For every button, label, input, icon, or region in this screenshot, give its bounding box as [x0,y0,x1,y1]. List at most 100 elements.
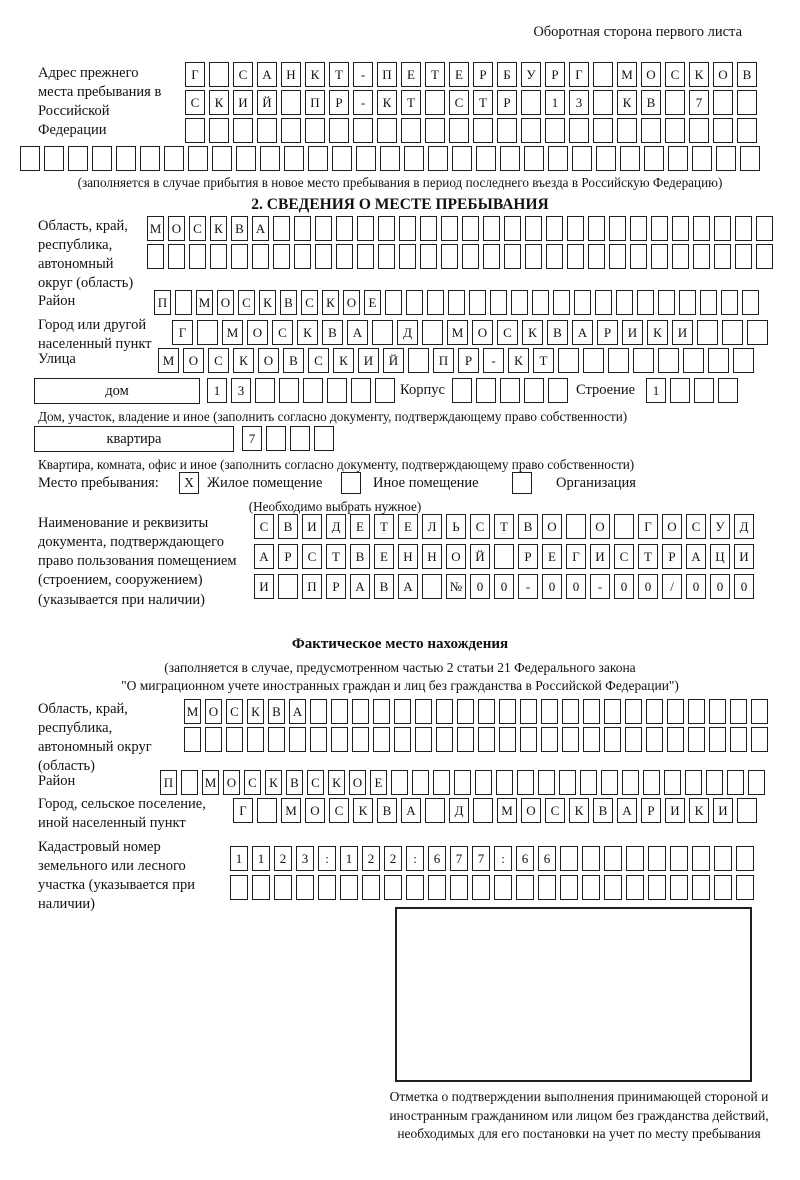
char-cell[interactable] [472,875,490,900]
char-cell[interactable] [595,290,612,315]
char-cell[interactable]: Е [374,544,394,569]
char-cell[interactable]: О [168,216,185,241]
char-cell[interactable] [278,574,298,599]
char-cell[interactable] [315,216,332,241]
char-cell[interactable]: К [569,798,589,823]
char-cell[interactable] [436,727,453,752]
char-cell[interactable]: Е [401,62,421,87]
char-cell[interactable]: - [353,62,373,87]
char-cell[interactable]: И [665,798,685,823]
char-cell[interactable]: П [433,348,454,373]
char-cell[interactable] [646,699,663,724]
char-cell[interactable]: Ц [710,544,730,569]
char-cell[interactable] [356,146,376,171]
char-cell[interactable]: В [547,320,568,345]
char-cell[interactable]: М [158,348,179,373]
char-cell[interactable]: В [374,574,394,599]
char-cell[interactable] [672,216,689,241]
char-cell[interactable] [737,118,757,143]
char-cell[interactable] [658,348,679,373]
char-cell[interactable] [730,699,747,724]
char-cell[interactable]: 0 [638,574,658,599]
char-cell[interactable]: К [265,770,282,795]
char-cell[interactable] [516,875,534,900]
char-cell[interactable] [572,146,592,171]
char-cell[interactable] [524,378,544,403]
char-cell[interactable] [672,244,689,269]
char-cell[interactable]: А [347,320,368,345]
char-cell[interactable]: М [184,699,201,724]
char-cell[interactable]: 3 [569,90,589,115]
char-cell[interactable] [545,118,565,143]
char-cell[interactable] [582,875,600,900]
char-cell[interactable] [709,699,726,724]
char-cell[interactable] [641,118,661,143]
char-cell[interactable]: С [272,320,293,345]
char-cell[interactable] [332,146,352,171]
char-cell[interactable]: С [238,290,255,315]
char-cell[interactable] [315,244,332,269]
checkbox-residential[interactable]: X [179,472,199,494]
char-cell[interactable]: К [210,216,227,241]
apartment-type-box[interactable]: квартира [34,426,234,452]
char-cell[interactable]: Т [401,90,421,115]
char-cell[interactable] [693,244,710,269]
char-cell[interactable] [425,118,445,143]
char-cell[interactable]: Р [278,544,298,569]
char-cell[interactable]: С [686,514,706,539]
char-cell[interactable] [209,118,229,143]
char-cell[interactable] [679,290,696,315]
char-cell[interactable]: С [665,62,685,87]
char-cell[interactable]: Р [545,62,565,87]
char-cell[interactable]: Р [597,320,618,345]
char-cell[interactable]: Д [734,514,754,539]
char-cell[interactable]: М [497,798,517,823]
char-cell[interactable] [433,770,450,795]
char-cell[interactable]: О [590,514,610,539]
char-cell[interactable]: В [231,216,248,241]
char-cell[interactable] [688,727,705,752]
char-cell[interactable] [273,244,290,269]
char-cell[interactable]: 0 [566,574,586,599]
char-cell[interactable] [524,146,544,171]
char-cell[interactable]: О [343,290,360,315]
char-cell[interactable]: П [302,574,322,599]
char-cell[interactable]: А [401,798,421,823]
char-cell[interactable]: В [737,62,757,87]
char-cell[interactable] [692,875,710,900]
char-cell[interactable] [756,216,773,241]
char-cell[interactable] [425,90,445,115]
char-cell[interactable] [562,727,579,752]
char-cell[interactable]: С [185,90,205,115]
char-cell[interactable] [473,798,493,823]
char-cell[interactable]: - [483,348,504,373]
char-cell[interactable] [583,727,600,752]
char-cell[interactable]: - [518,574,538,599]
char-cell[interactable] [620,146,640,171]
char-cell[interactable]: С [497,320,518,345]
char-cell[interactable]: С [226,699,243,724]
char-cell[interactable] [197,320,218,345]
char-cell[interactable]: С [302,544,322,569]
char-cell[interactable]: К [689,798,709,823]
char-cell[interactable]: Г [566,544,586,569]
char-cell[interactable] [92,146,112,171]
char-cell[interactable]: В [280,290,297,315]
char-cell[interactable] [175,290,192,315]
char-cell[interactable] [427,290,444,315]
char-cell[interactable] [422,574,442,599]
char-cell[interactable]: А [289,699,306,724]
char-cell[interactable] [633,348,654,373]
char-cell[interactable] [260,146,280,171]
char-cell[interactable]: Г [233,798,253,823]
char-cell[interactable] [713,90,733,115]
char-cell[interactable]: 1 [646,378,666,403]
char-cell[interactable] [648,846,666,871]
char-cell[interactable] [651,244,668,269]
char-cell[interactable] [714,846,732,871]
char-cell[interactable] [560,846,578,871]
char-cell[interactable]: О [223,770,240,795]
char-cell[interactable]: И [672,320,693,345]
char-cell[interactable]: А [686,544,706,569]
char-cell[interactable] [560,875,578,900]
